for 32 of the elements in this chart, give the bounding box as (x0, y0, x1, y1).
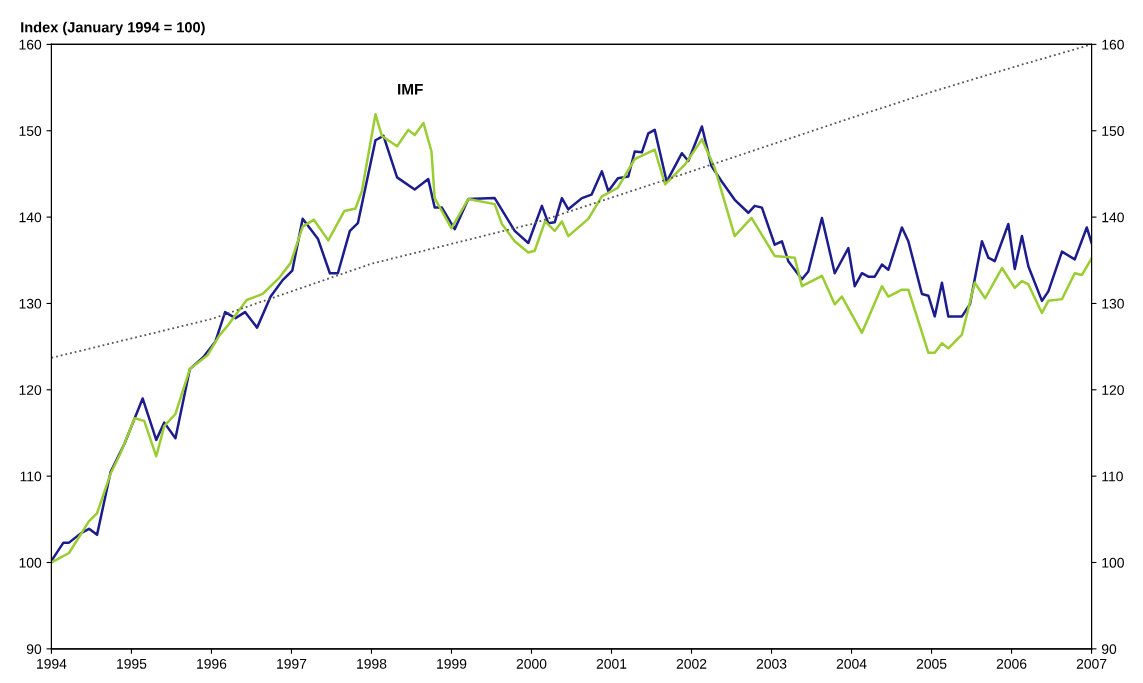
series-label: IMF (398, 83, 423, 95)
y2-tick-label: 140 (1102, 212, 1124, 223)
y-tick-label: 140 (19, 212, 42, 223)
y-tick-label: 130 (19, 298, 42, 309)
x-tick-label: 1997 (277, 658, 307, 669)
y2-tick-label: 130 (1102, 298, 1124, 309)
y-tick-label: 150 (19, 126, 42, 136)
x-tick-label: 1995 (117, 658, 147, 669)
x-tick-label: 2004 (836, 658, 867, 669)
x-tick-label: 2003 (756, 658, 787, 669)
x-tick-label: 2002 (676, 658, 707, 669)
x-tick-label: 2007 (1076, 658, 1107, 669)
y2-tick-label: 110 (1102, 471, 1123, 482)
x-tick-label: 1996 (197, 658, 227, 669)
y-tick-label: 120 (19, 385, 42, 395)
x-tick-label: 1999 (437, 658, 467, 669)
y2-tick-label: 100 (1102, 557, 1124, 568)
x-tick-label: 2006 (996, 658, 1027, 669)
y-tick-label: 100 (19, 557, 42, 568)
y-tick-label: 90 (26, 644, 42, 655)
x-tick-label: 2000 (516, 658, 547, 669)
x-tick-label: 1994 (37, 658, 67, 669)
y2-tick-label: 150 (1102, 126, 1124, 136)
y-tick-label: 110 (20, 471, 42, 482)
x-tick-label: 1998 (357, 658, 387, 669)
y-tick-label: 160 (19, 39, 42, 50)
y-axis-title: Index (January 1994 = 100) (21, 21, 205, 36)
y2-tick-label: 90 (1101, 644, 1117, 655)
y2-tick-label: 120 (1102, 385, 1124, 395)
y2-tick-label: 160 (1102, 39, 1124, 50)
x-tick-label: 2005 (916, 658, 947, 669)
x-tick-label: 2001 (596, 658, 627, 669)
